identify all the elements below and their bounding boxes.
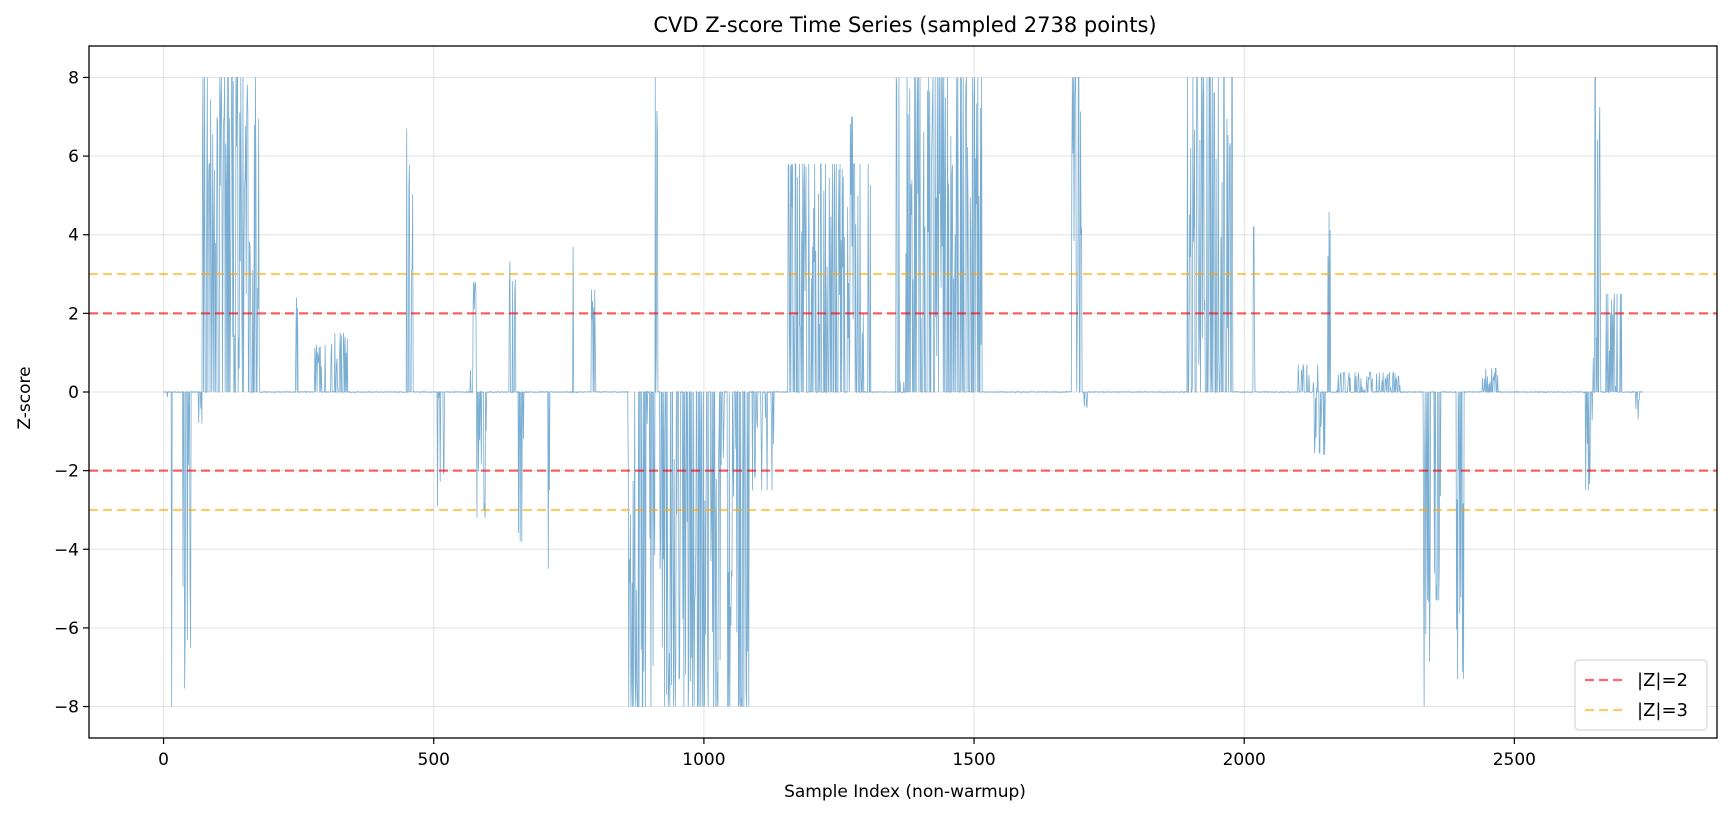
y-tick-label: −4 <box>54 540 79 560</box>
x-axis-label: Sample Index (non-warmup) <box>784 782 1026 802</box>
legend-label: |Z|=2 <box>1637 670 1688 691</box>
y-axis-label: Z-score <box>15 366 35 429</box>
y-axis-ticks: −8 −6 −4 −2 0 2 4 6 8 <box>54 68 89 718</box>
x-axis-ticks: 0 500 1000 1500 2000 2500 <box>158 738 1536 770</box>
x-tick-label: 2500 <box>1493 750 1536 770</box>
x-tick-label: 2000 <box>1223 750 1266 770</box>
y-tick-label: 8 <box>68 68 79 88</box>
x-tick-label: 1500 <box>952 750 995 770</box>
threshold-lines <box>89 272 1717 512</box>
series-layer <box>163 77 1643 707</box>
x-tick-label: 1000 <box>682 750 725 770</box>
y-tick-label: −2 <box>54 462 79 482</box>
y-tick-label: 2 <box>68 304 79 324</box>
y-tick-label: −6 <box>54 619 79 639</box>
chart-title: CVD Z-score Time Series (sampled 2738 po… <box>653 13 1156 37</box>
y-tick-label: −8 <box>54 698 79 718</box>
y-tick-label: 6 <box>68 147 79 167</box>
x-tick-label: 500 <box>418 750 450 770</box>
legend: |Z|=2 |Z|=3 <box>1574 659 1708 731</box>
legend-label: |Z|=3 <box>1637 700 1688 721</box>
y-tick-label: 0 <box>68 383 79 403</box>
y-tick-label: 4 <box>68 226 79 246</box>
series-line-zscore <box>163 77 1643 707</box>
x-tick-label: 0 <box>158 750 169 770</box>
legend-box <box>1574 659 1708 731</box>
